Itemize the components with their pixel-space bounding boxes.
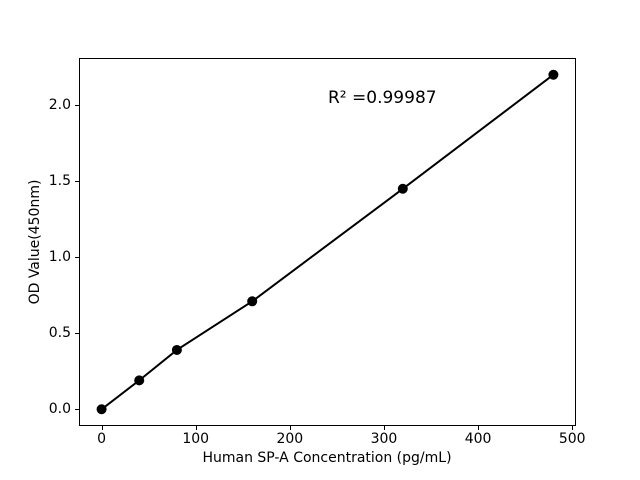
x-tick-label: 100 (182, 431, 210, 447)
r-squared-annotation: R² =0.99987 (328, 88, 437, 108)
x-tick-label: 300 (370, 431, 398, 447)
data-point (397, 183, 408, 194)
y-tick-label: 0.5 (48, 325, 71, 342)
x-tick-label: 500 (558, 431, 586, 447)
y-tick-label: 1.0 (48, 249, 71, 266)
y-axis-label: OD Value(450nm) (27, 179, 43, 305)
x-tick-label: 400 (464, 431, 492, 447)
data-point (548, 69, 559, 80)
data-point (171, 344, 182, 355)
data-point (134, 375, 145, 386)
trend-line (100, 73, 555, 411)
y-tick-label: 1.5 (48, 173, 71, 190)
plot-frame (79, 58, 576, 426)
x-tick-label: 200 (276, 431, 304, 447)
y-tick-label: 0.0 (48, 401, 71, 418)
y-tick-label: 2.0 (48, 97, 71, 114)
data-point (247, 296, 258, 307)
x-tick-label: 0 (97, 431, 107, 447)
data-point (96, 404, 107, 415)
x-axis-label: Human SP-A Concentration (pg/mL) (202, 450, 452, 466)
